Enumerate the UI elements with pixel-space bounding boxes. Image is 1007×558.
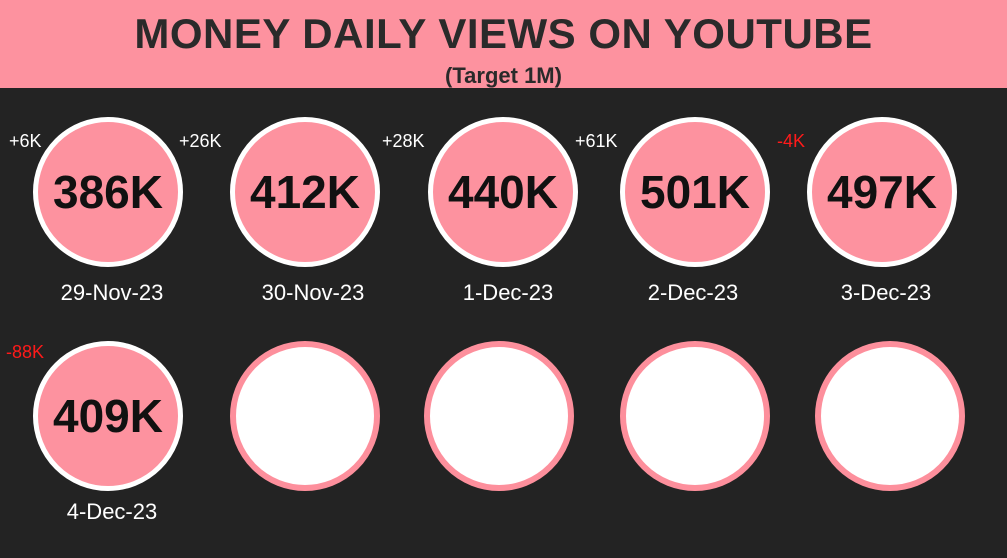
empty-circle-slot xyxy=(230,341,380,491)
views-circle-day-4: 501K xyxy=(620,117,770,267)
delta-day-5: -4K xyxy=(777,131,806,151)
date-label-day-3: 1-Dec-23 xyxy=(462,280,554,305)
empty-circle-slot xyxy=(620,341,770,491)
views-circle-day-6: 409K xyxy=(33,341,183,491)
date-label-day-6: 4-Dec-23 xyxy=(66,499,158,524)
date-label-day-4: 2-Dec-23 xyxy=(647,280,739,305)
views-value: 440K xyxy=(448,166,558,218)
views-value: 386K xyxy=(53,166,163,218)
delta-day-2: +26K xyxy=(179,131,222,151)
delta-day-3: +28K xyxy=(382,131,425,151)
empty-circle-slot xyxy=(815,341,965,491)
views-circle-day-3: 440K xyxy=(428,117,578,267)
delta-day-1: +6K xyxy=(9,131,42,151)
date-label-day-1: 29-Nov-23 xyxy=(60,280,164,305)
views-circle-day-1: 386K xyxy=(33,117,183,267)
views-value: 409K xyxy=(53,390,163,442)
views-circle-day-2: 412K xyxy=(230,117,380,267)
views-circle-day-5: 497K xyxy=(807,117,957,267)
date-label-day-5: 3-Dec-23 xyxy=(840,280,932,305)
page-subtitle: (Target 1M) xyxy=(445,63,562,88)
header-banner: MONEY DAILY VIEWS ON YOUTUBE (Target 1M) xyxy=(0,0,1007,88)
page-title: MONEY DAILY VIEWS ON YOUTUBE xyxy=(134,10,873,57)
date-label-day-2: 30-Nov-23 xyxy=(261,280,365,305)
views-value: 501K xyxy=(640,166,750,218)
delta-day-6: -88K xyxy=(6,342,45,362)
views-value: 497K xyxy=(827,166,937,218)
delta-day-4: +61K xyxy=(575,131,618,151)
empty-circle-slot xyxy=(424,341,574,491)
views-value: 412K xyxy=(250,166,360,218)
